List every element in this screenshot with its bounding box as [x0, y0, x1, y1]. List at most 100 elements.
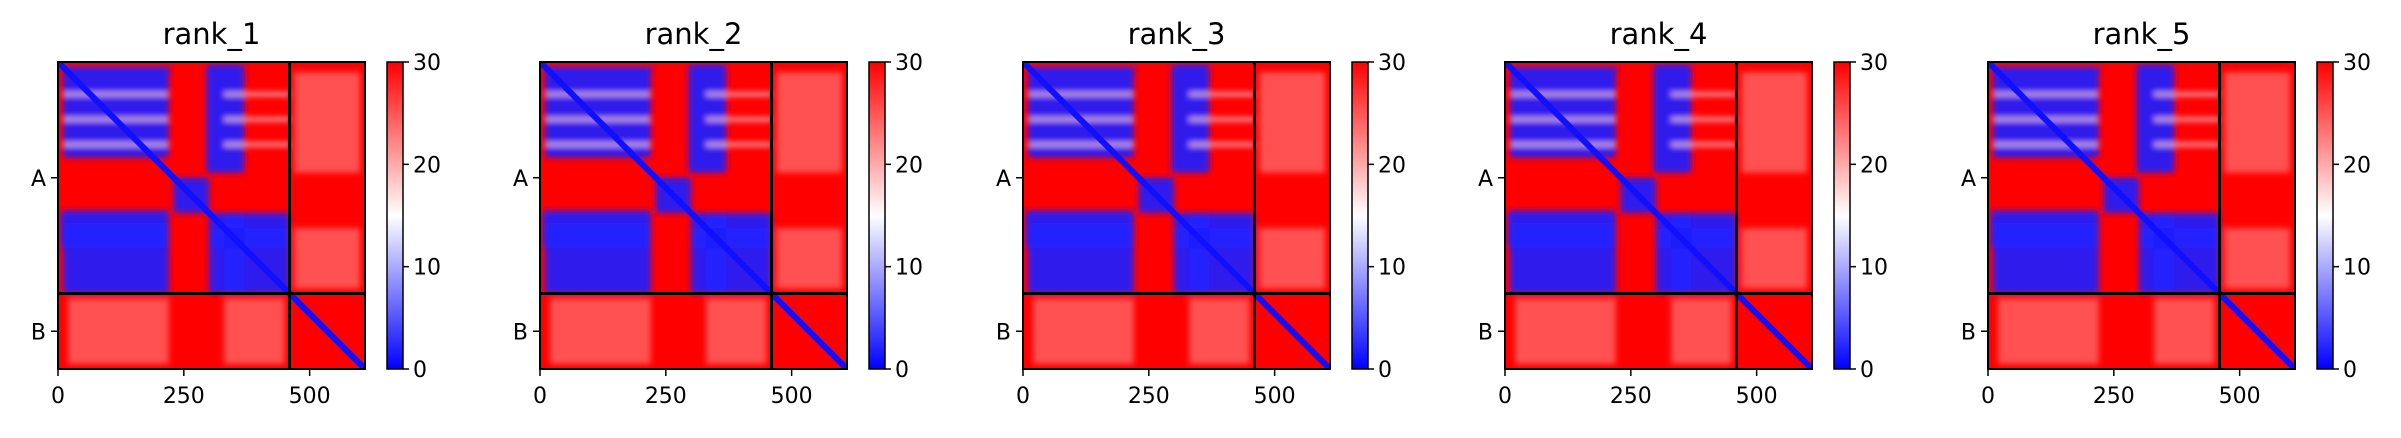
- chain-label: B: [513, 320, 528, 345]
- colorbar-gradient: [387, 62, 403, 369]
- block-stripe: [545, 142, 651, 147]
- colorbar: 0 10 20 30: [1833, 51, 1888, 383]
- x-tick-label: 0: [51, 384, 65, 409]
- plot-frame: [1987, 61, 2296, 370]
- panel-1: rank_1 A B 0 250 500 0 10 20 30: [31, 17, 441, 409]
- block-stripe: [224, 117, 290, 122]
- x-tick-label: 0: [1016, 384, 1030, 409]
- x-tick-label: 500: [1254, 384, 1296, 409]
- colorbar-tick-label: 30: [2343, 51, 2371, 76]
- block-stripe: [1189, 117, 1255, 122]
- diagonal: [1505, 62, 1812, 369]
- colorbar: 0 10 20 30: [1351, 51, 1406, 383]
- block-stripe: [224, 142, 290, 147]
- colorbar-tick-label: 20: [1860, 153, 1888, 178]
- interchain-region: [294, 72, 360, 173]
- colorbar: 0 10 20 30: [2316, 51, 2371, 383]
- interchain-region: [1189, 298, 1250, 364]
- diagonal: [58, 62, 365, 369]
- colorbar-frame: [1351, 61, 1369, 370]
- block-stripe: [2154, 142, 2220, 147]
- interchain-region: [1741, 72, 1807, 173]
- contact-block: [60, 210, 169, 249]
- diagonal: [1023, 62, 1330, 369]
- colorbar-tick-label: 20: [413, 153, 441, 178]
- chain-label: B: [996, 320, 1011, 345]
- chain-label: A: [513, 167, 528, 192]
- contact-block: [542, 210, 651, 249]
- block-stripe: [1993, 92, 2099, 97]
- block-stripe: [1671, 142, 1737, 147]
- block-stripe: [2154, 92, 2220, 97]
- colorbar-gradient: [2317, 62, 2333, 369]
- colorbar-tick-label: 10: [1860, 256, 1888, 281]
- block-stripe: [1510, 142, 1616, 147]
- block-stripe: [1671, 92, 1737, 97]
- block-stripe: [1993, 142, 2099, 147]
- colorbar-frame: [386, 61, 404, 370]
- colorbar-tick-label: 0: [1860, 358, 1874, 383]
- block-stripe: [63, 142, 169, 147]
- block-stripe: [1189, 142, 1255, 147]
- heatmap: [1023, 62, 1330, 369]
- colorbar-tick-label: 0: [413, 358, 427, 383]
- panel-title: rank_3: [1128, 17, 1226, 51]
- colorbar-tick-label: 30: [895, 51, 923, 76]
- heatmap: [1505, 62, 1812, 369]
- x-tick-label: 250: [645, 384, 687, 409]
- colorbar-gradient: [869, 62, 885, 369]
- interchain-region: [224, 298, 285, 364]
- contact-block: [2098, 67, 2102, 71]
- block-stripe: [1510, 92, 1616, 97]
- interchain-region: [68, 298, 169, 364]
- interchain-region: [294, 228, 360, 289]
- interchain-region: [1259, 72, 1325, 173]
- colorbar-tick-label: 0: [2343, 358, 2357, 383]
- x-tick-label: 250: [1610, 384, 1652, 409]
- colorbar-frame: [868, 61, 886, 370]
- block-stripe: [1028, 142, 1134, 147]
- colorbar-tick-label: 30: [413, 51, 441, 76]
- chain-label: B: [1961, 320, 1976, 345]
- panel-2: rank_2 A B 0 250 500 0 10 20 30: [513, 17, 923, 409]
- block-stripe: [706, 92, 772, 97]
- colorbar-gradient: [1352, 62, 1368, 369]
- diagonal: [540, 62, 847, 369]
- colorbar-tick-label: 0: [895, 358, 909, 383]
- contact-block: [1133, 67, 1137, 71]
- interchain-region: [776, 72, 842, 173]
- panel-title: rank_2: [645, 17, 743, 51]
- interchain-region: [1033, 298, 1134, 364]
- chain-label: A: [31, 167, 46, 192]
- contact-block: [1993, 67, 2099, 71]
- panel-4: rank_4 A B 0 250 500 0 10 20 30: [1478, 17, 1888, 409]
- block-stripe: [1189, 92, 1255, 97]
- interchain-region: [776, 228, 842, 289]
- interchain-region: [1741, 228, 1807, 289]
- colorbar-tick-label: 10: [895, 256, 923, 281]
- contact-block: [168, 67, 172, 71]
- contact-block: [650, 67, 654, 71]
- heatmap: [1988, 62, 2295, 369]
- chain-label: A: [1961, 167, 1976, 192]
- contact-block: [1025, 210, 1134, 249]
- block-stripe: [1028, 92, 1134, 97]
- block-stripe: [2154, 117, 2220, 122]
- interchain-region: [2154, 298, 2215, 364]
- contact-block: [1510, 67, 1616, 71]
- x-tick-label: 250: [2093, 384, 2135, 409]
- interchain-region: [1998, 298, 2099, 364]
- colorbar-tick-label: 20: [1378, 153, 1406, 178]
- colorbar-tick-label: 10: [2343, 256, 2371, 281]
- chain-label: B: [1478, 320, 1493, 345]
- interchain-region: [706, 298, 767, 364]
- plot-frame: [539, 61, 848, 370]
- contact-block: [63, 67, 169, 71]
- chain-label: A: [996, 167, 1011, 192]
- x-tick-label: 0: [533, 384, 547, 409]
- contact-block: [1028, 67, 1134, 71]
- contact-block: [545, 67, 651, 71]
- panel-title: rank_1: [163, 17, 261, 51]
- panel-3: rank_3 A B 0 250 500 0 10 20 30: [996, 17, 1406, 409]
- contact-block: [1990, 210, 2099, 249]
